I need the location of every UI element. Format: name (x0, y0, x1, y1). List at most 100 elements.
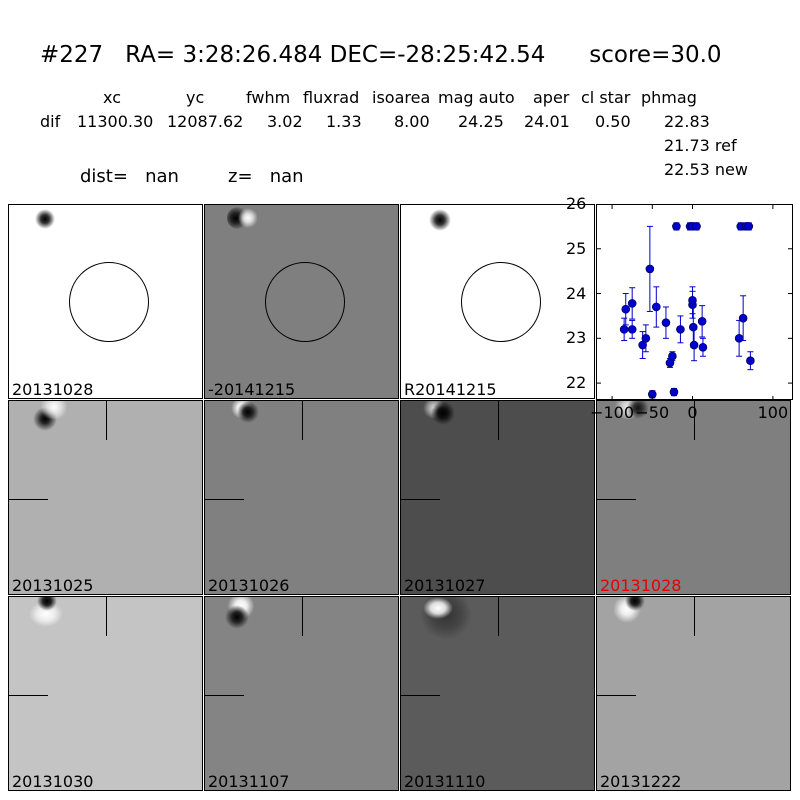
image-panel-20131110: 20131110 (400, 596, 595, 791)
y-tick-label: 26 (566, 194, 587, 213)
y-ticks (596, 204, 793, 384)
y-tick-label: 22 (566, 373, 587, 393)
image-panel-20131028: 20131028 (596, 400, 791, 595)
source-blob (429, 209, 451, 231)
source-blob (431, 401, 455, 425)
data-point (627, 299, 637, 308)
source-blob (37, 597, 57, 611)
source-blob (35, 209, 55, 229)
crosshair-vertical (498, 401, 500, 440)
value-xc: 11300.30 (77, 112, 154, 131)
source-blob-positive (423, 597, 453, 619)
data-point (619, 325, 629, 334)
value-aper: 24.01 (524, 112, 570, 131)
source-blob (625, 597, 645, 611)
data-point (697, 317, 707, 326)
value-yc: 12087.62 (167, 112, 244, 131)
data-point (652, 302, 661, 312)
col-header-yc: yc (186, 88, 205, 107)
image-panel-20131030: 20131030 (8, 596, 203, 791)
data-point (746, 356, 755, 366)
panel-date-label: 20131107 (208, 772, 290, 791)
z-value: z= nan (228, 166, 304, 187)
data-point (661, 318, 671, 327)
panel-date-label: 20131026 (208, 576, 290, 595)
col-header-isoarea: isoarea (372, 88, 431, 107)
crosshair-vertical (302, 401, 304, 440)
light-curve-chart (596, 204, 793, 401)
crosshair-horizontal (597, 695, 636, 697)
data-point (672, 222, 681, 231)
col-header-mag-auto: mag auto (438, 88, 515, 107)
source-blob (225, 605, 249, 629)
data-point (676, 325, 685, 334)
x-tick-label: −50 (635, 403, 670, 422)
data-point (734, 334, 744, 343)
image-panel-20131026: 20131026 (204, 400, 399, 595)
image-panel-template: R20141215 (400, 204, 595, 399)
data-point (668, 351, 677, 361)
crosshair-horizontal (401, 499, 440, 501)
new-phmag: 22.53 new (664, 160, 748, 179)
y-tick-label: 23 (566, 328, 587, 348)
data-point (738, 313, 748, 323)
crosshair-vertical (498, 597, 500, 636)
data-points (611, 204, 774, 401)
panel-date-label: 20131027 (404, 576, 486, 595)
y-tick-label: 24 (566, 283, 587, 303)
source-blob-positive (238, 208, 258, 228)
col-header-xc: xc (103, 88, 121, 107)
panel-date-label: 20131030 (12, 772, 94, 791)
col-header-cl-star: cl star (581, 88, 631, 107)
data-point (689, 340, 699, 350)
value-mag-auto: 24.25 (458, 112, 504, 131)
source-blob (627, 401, 649, 419)
crosshair-vertical (694, 597, 696, 636)
image-panel-20131107: 20131107 (204, 596, 399, 791)
crosshair-horizontal (205, 499, 244, 501)
image-panel-ref: 20131028 (8, 204, 203, 399)
col-header-fluxrad: fluxrad (303, 88, 360, 107)
x-tick-label: −100 (590, 403, 635, 422)
image-panel-20131222: 20131222 (596, 596, 791, 791)
data-point (645, 264, 655, 274)
row-label-dif: dif (40, 112, 61, 131)
panel-date-label: R20141215 (404, 380, 497, 399)
image-panel-20131027: 20131027 (400, 400, 595, 595)
data-point (688, 322, 698, 332)
col-header-aper: aper (533, 88, 570, 107)
panel-date-label: 20131110 (404, 772, 486, 791)
col-header-fwhm: fwhm (246, 88, 291, 107)
aperture-circle (69, 262, 149, 342)
data-point (621, 304, 631, 314)
page-title: #227 RA= 3:28:26.484 DEC=-28:25:42.54 sc… (40, 42, 722, 68)
crosshair-vertical (106, 401, 108, 440)
value-fluxrad: 1.33 (326, 112, 362, 131)
data-point (692, 222, 701, 231)
crosshair-vertical (106, 597, 108, 636)
panel-date-label: 20131222 (600, 772, 682, 791)
image-panel-diff: -20141215 (204, 204, 399, 399)
value-isoarea: 8.00 (394, 112, 430, 131)
source-blob-positive (39, 401, 69, 419)
ref-phmag: 21.73 ref (664, 136, 737, 155)
col-header-phmag: phmag (641, 88, 697, 107)
x-tick-label: 100 (757, 403, 789, 422)
panel-date-label-highlight: 20131028 (600, 576, 682, 595)
data-point (744, 222, 754, 231)
panel-date-label: -20141215 (208, 380, 296, 399)
x-tick-label: 0 (687, 403, 698, 422)
crosshair-vertical (694, 401, 696, 440)
data-point (669, 387, 679, 397)
aperture-circle (265, 262, 345, 342)
value-fwhm: 3.02 (267, 112, 303, 131)
crosshair-horizontal (9, 695, 48, 697)
y-tick-label: 25 (566, 238, 587, 258)
crosshair-horizontal (401, 695, 440, 697)
crosshair-horizontal (597, 499, 636, 501)
data-point (698, 342, 708, 352)
value-phmag: 22.83 (664, 112, 710, 131)
panel-date-label: 20131025 (12, 576, 94, 595)
crosshair-horizontal (9, 499, 48, 501)
data-point (641, 334, 651, 343)
